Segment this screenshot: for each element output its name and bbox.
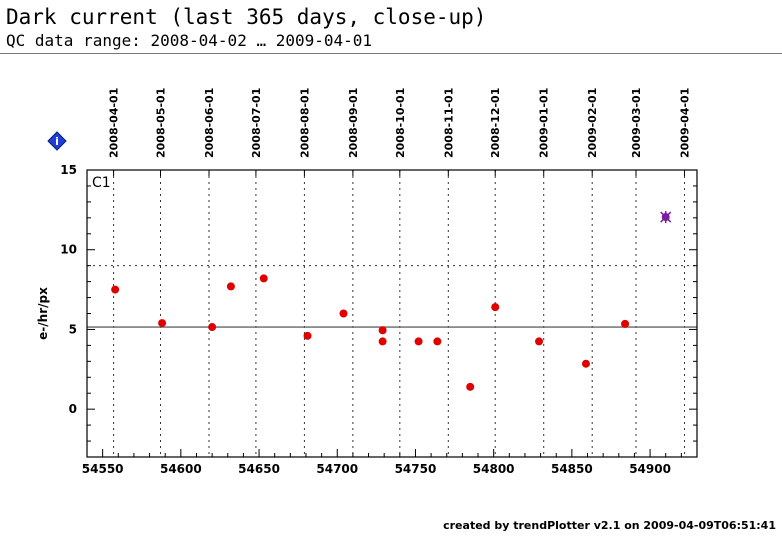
latest-point-star-marker bbox=[660, 211, 672, 224]
axis-ticks bbox=[86, 169, 698, 458]
data-point bbox=[581, 359, 590, 368]
x-tick-label: 54750 bbox=[395, 462, 437, 476]
data-point bbox=[414, 337, 423, 346]
info-diamond-icon[interactable]: i bbox=[47, 131, 67, 151]
page-title: Dark current (last 365 days, close-up) bbox=[6, 5, 487, 29]
info-diamond-glyph: i bbox=[55, 135, 59, 148]
panel-label: C1 bbox=[92, 175, 111, 191]
data-points bbox=[111, 211, 672, 391]
x-tick-label: 54900 bbox=[629, 462, 671, 476]
date-axis-labels: 2008-04-01 2008-05-01 2008-06-01 2008-07-01… bbox=[108, 88, 692, 158]
x-tick-label: 54800 bbox=[473, 462, 515, 476]
data-point bbox=[208, 323, 217, 332]
date-tick-label: 2008-07-01 bbox=[250, 88, 263, 158]
y-axis-label: e-/hr/px bbox=[36, 287, 50, 340]
date-tick-label: 2009-03-01 bbox=[630, 88, 643, 158]
y-tick-label: 5 bbox=[69, 322, 77, 336]
data-range-subtitle: QC data range: 2008-04-02 … 2009-04-01 bbox=[6, 31, 373, 50]
x-tick-label: 54650 bbox=[238, 462, 280, 476]
data-point bbox=[111, 285, 120, 294]
date-tick-label: 2009-01-01 bbox=[538, 88, 551, 158]
data-point bbox=[466, 382, 475, 391]
data-point bbox=[259, 274, 268, 283]
y-tick-label: 10 bbox=[60, 243, 77, 257]
chart-grid bbox=[113, 170, 685, 457]
x-tick-label: 54600 bbox=[160, 462, 202, 476]
footer-credit: created by trendPlotter v2.1 on 2009-04-… bbox=[443, 519, 776, 532]
x-tick-label: 54700 bbox=[316, 462, 358, 476]
data-point bbox=[158, 319, 167, 328]
dark-current-chart: i 2008-04-01 2008-05-01 2008-06-01 2008-07-… bbox=[36, 88, 698, 476]
axis-labels: 54550 54600 54650 54700 54750 54800 54850 54900… bbox=[36, 163, 671, 476]
date-tick-label: 2008-06-01 bbox=[203, 88, 216, 158]
date-tick-label: 2008-08-01 bbox=[298, 88, 311, 158]
reference-lines bbox=[87, 265, 697, 328]
info-diamond-shape bbox=[47, 131, 67, 151]
x-tick-label: 54550 bbox=[82, 462, 124, 476]
date-tick-label: 2008-12-01 bbox=[489, 88, 502, 158]
date-tick-label: 2009-02-01 bbox=[586, 88, 599, 158]
date-tick-label: 2008-10-01 bbox=[394, 88, 407, 158]
data-point bbox=[378, 326, 387, 335]
date-tick-label: 2009-04-01 bbox=[678, 88, 691, 158]
data-point bbox=[491, 303, 500, 312]
x-tick-label: 54850 bbox=[551, 462, 593, 476]
data-point bbox=[535, 337, 544, 346]
date-tick-label: 2008-09-01 bbox=[347, 88, 360, 158]
date-tick-label: 2008-11-01 bbox=[442, 88, 455, 158]
data-point bbox=[433, 337, 442, 346]
header-divider bbox=[0, 53, 782, 54]
data-point bbox=[378, 337, 387, 346]
data-point bbox=[303, 331, 312, 340]
plot-frame-rect bbox=[86, 169, 698, 458]
data-point bbox=[339, 309, 348, 318]
date-tick-label: 2008-05-01 bbox=[155, 88, 168, 158]
data-point bbox=[621, 319, 630, 328]
plot-frame bbox=[86, 169, 698, 458]
date-tick-label: 2008-04-01 bbox=[108, 88, 121, 158]
y-tick-label: 15 bbox=[60, 163, 77, 177]
y-tick-label: 0 bbox=[69, 402, 77, 416]
data-point bbox=[226, 282, 235, 291]
